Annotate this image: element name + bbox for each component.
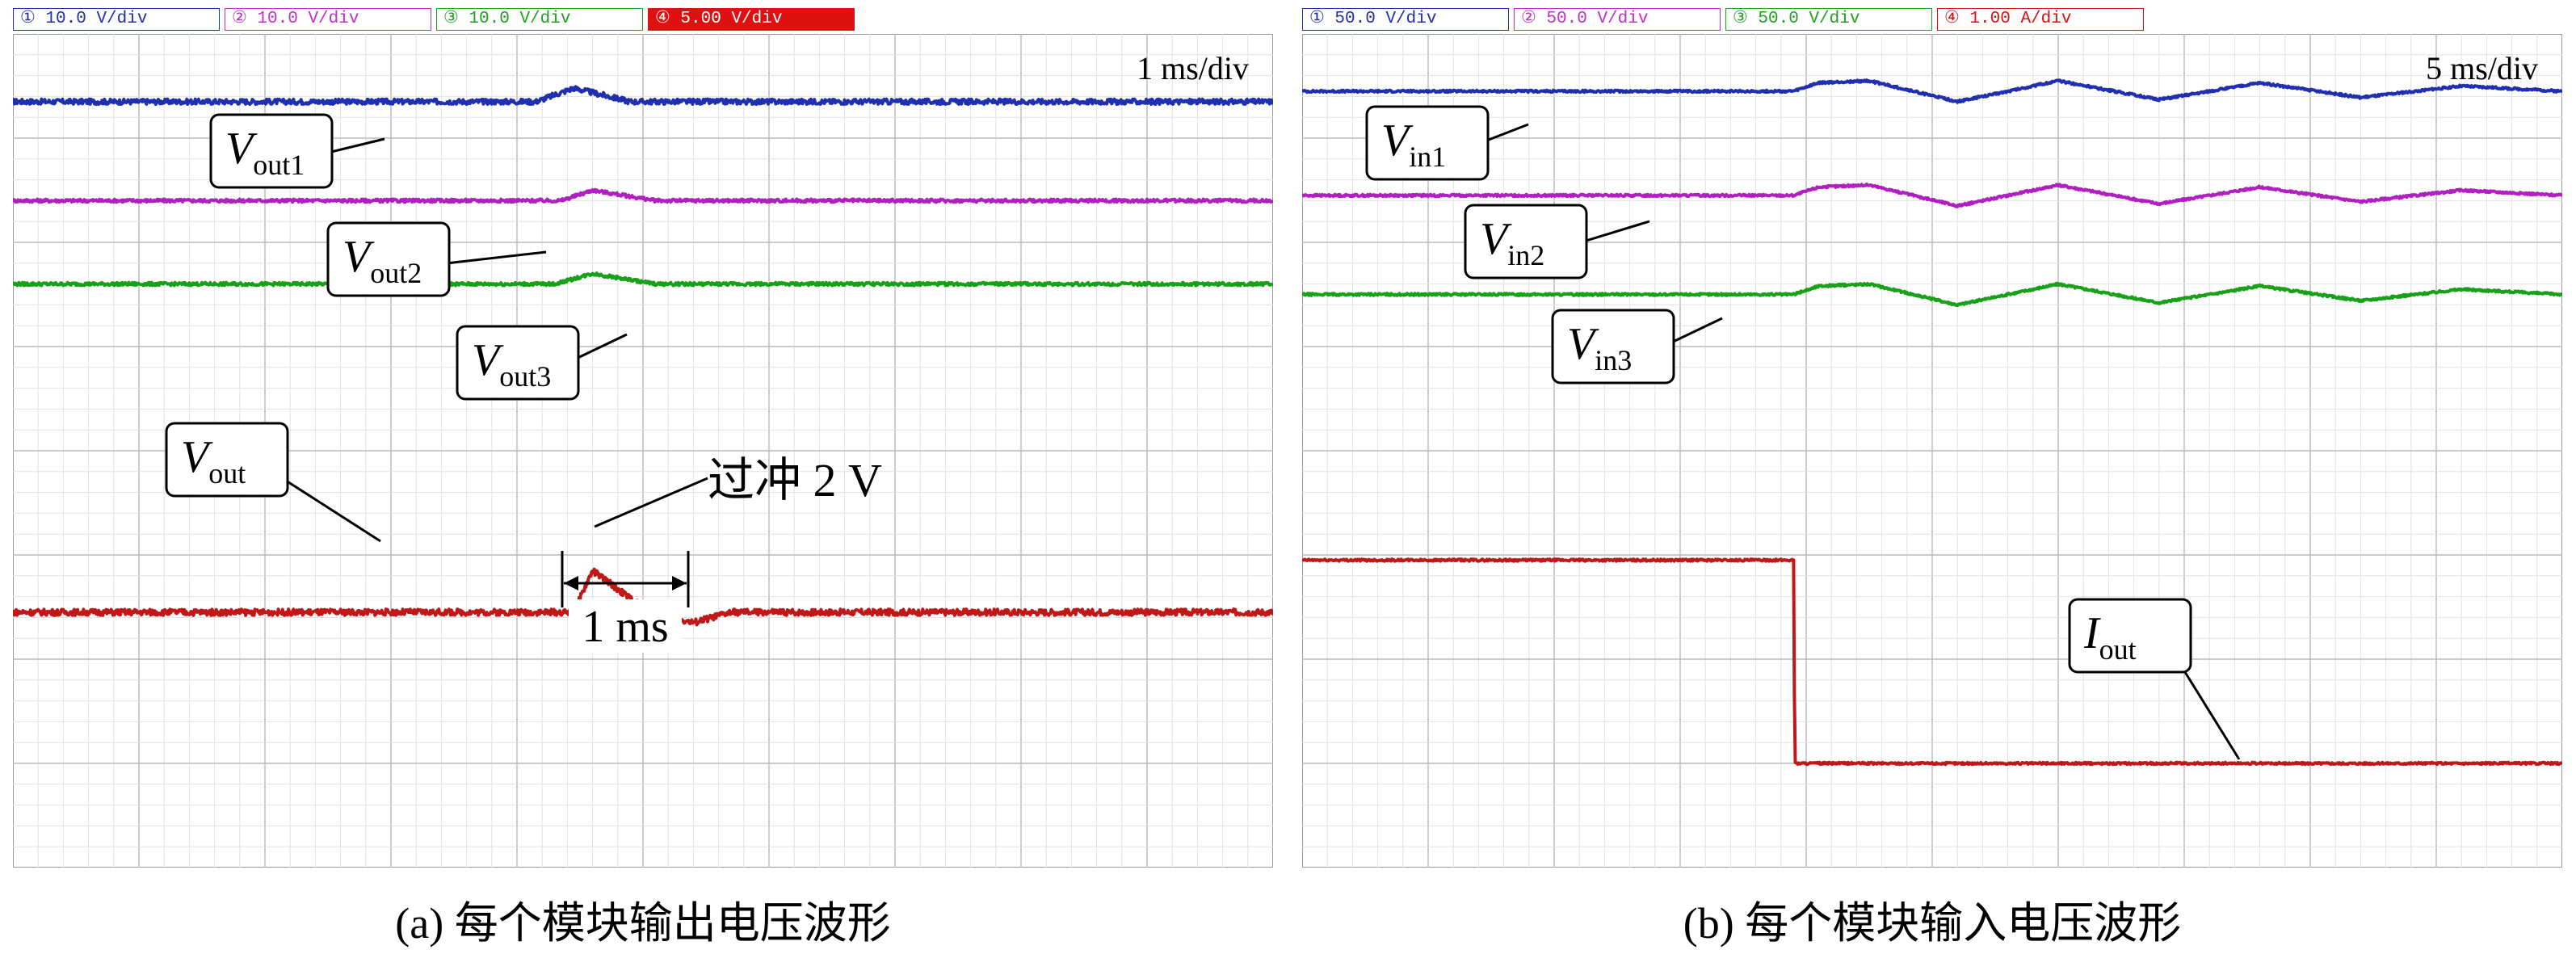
- panel-a-output-voltage: ① 10.0 V/div ② 10.0 V/div ③ 10.0 V/div ④…: [13, 8, 1273, 948]
- trace-label-box: [2068, 598, 2192, 674]
- overshoot-annotation: 过冲 2 V: [708, 454, 882, 506]
- trace-label-box: [209, 113, 334, 189]
- trace-label: Vin1: [1381, 116, 1446, 173]
- trace-label: Iout: [2083, 608, 2137, 666]
- channel-4-setting: ④ 1.00 A/div: [1937, 8, 2144, 31]
- trace-in3: [1302, 281, 2562, 308]
- channel-4-setting: ④ 5.00 V/div: [648, 8, 855, 31]
- interval-arrowhead-right: [672, 576, 687, 590]
- trace-label: Vin3: [1567, 319, 1632, 376]
- scope-screen-a: 1 ms/div Vout1 Vout2 Vout3 Vout 过冲 2 V 1 ms: [13, 34, 1273, 868]
- trace-label: Vout1: [225, 124, 305, 181]
- trace-out2: [13, 187, 1273, 204]
- trace-label-box: [1365, 105, 1490, 181]
- trace-label-box: [1551, 309, 1675, 385]
- channel-3-setting: ③ 10.0 V/div: [436, 8, 643, 31]
- interval-arrowhead-left: [564, 576, 578, 590]
- channel-3-setting: ③ 50.0 V/div: [1725, 8, 1932, 31]
- caption-a: (a) 每个模块输出电压波形: [395, 899, 891, 948]
- trace-label: Vin2: [1480, 214, 1544, 271]
- interval-annotation: 1 ms: [582, 602, 668, 652]
- trace-label: Vout: [181, 432, 246, 490]
- channel-1-setting: ① 10.0 V/div: [13, 8, 220, 31]
- interval-label-bg: [569, 599, 682, 653]
- trace-out1: [13, 85, 1273, 107]
- panel-b-input-voltage: ① 50.0 V/div ② 50.0 V/div ③ 50.0 V/div ④…: [1302, 8, 2562, 948]
- trace-out: [1302, 557, 2562, 767]
- trace-in2: [1302, 182, 2562, 208]
- trace-label-box: [456, 325, 580, 401]
- timebase-label: 5 ms/div: [2426, 50, 2538, 86]
- trace-in1: [1302, 78, 2562, 104]
- channel-2-setting: ② 50.0 V/div: [1514, 8, 1721, 31]
- trace-label-box: [326, 221, 451, 297]
- overshoot-leader-line: [594, 477, 708, 528]
- channel-settings-bar: ① 50.0 V/div ② 50.0 V/div ③ 50.0 V/div ④…: [1302, 8, 2149, 32]
- caption-b: (b) 每个模块输入电压波形: [1683, 899, 2182, 948]
- trace-label-box: [165, 422, 289, 498]
- scope-screen-b: 5 ms/div Vin1 Vin2 Vin3 Iout: [1302, 34, 2562, 868]
- channel-1-setting: ① 50.0 V/div: [1302, 8, 1509, 31]
- trace-out3: [13, 271, 1273, 288]
- channel-2-setting: ② 10.0 V/div: [225, 8, 431, 31]
- trace-label: Vout3: [472, 335, 551, 393]
- trace-label-box: [1464, 204, 1588, 279]
- trace-label: Vout2: [342, 232, 422, 289]
- channel-settings-bar: ① 10.0 V/div ② 10.0 V/div ③ 10.0 V/div ④…: [13, 8, 859, 32]
- timebase-label: 1 ms/div: [1137, 50, 1249, 86]
